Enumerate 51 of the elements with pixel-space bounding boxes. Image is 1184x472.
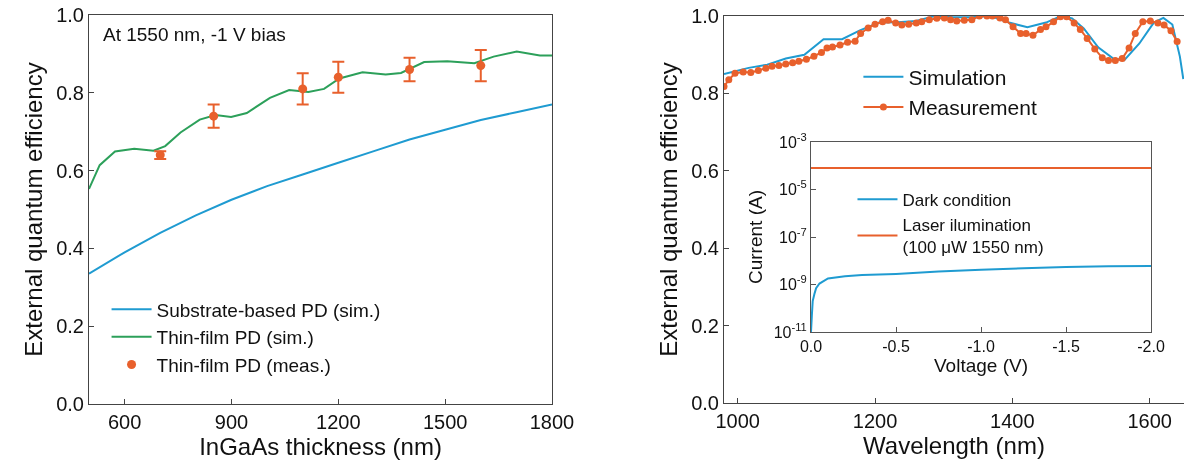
y-tick-label: 0.6 <box>56 159 84 182</box>
line-series <box>89 50 552 190</box>
x-tick-label: -1.5 <box>1052 338 1080 356</box>
y-tick-label: 0.0 <box>56 393 84 415</box>
x-tick-label: 1200 <box>316 411 361 433</box>
x-axis-title: Wavelength (nm) <box>863 432 1045 459</box>
x-tick-label: 0.0 <box>799 338 823 356</box>
x-tick-label: -1.0 <box>967 338 995 356</box>
y-tick-label: 0.6 <box>691 159 719 182</box>
x-tick-label: 1200 <box>852 410 898 432</box>
y-tick-label: 0.4 <box>56 237 84 260</box>
x-tick-label: 1400 <box>990 410 1035 432</box>
y-tick-label: 0.2 <box>691 314 719 337</box>
y-axis-title: External quantum efficiency <box>20 62 48 357</box>
x-axis-title: Voltage (V) <box>934 355 1028 377</box>
x-tick-label: -2.0 <box>1137 338 1165 356</box>
point <box>405 64 415 74</box>
line-series <box>811 265 1151 332</box>
x-tick-label: 600 <box>107 411 142 433</box>
y-tick-label: 10$^{-9}$ <box>779 273 807 294</box>
y-axis-title: Current (A) <box>744 190 766 284</box>
legend-label: Laser ilumination (100 μW 1550 nm) <box>902 216 1044 258</box>
y-tick-label: 0.8 <box>56 81 84 104</box>
legend-label: Thin-film PD (meas.) <box>156 354 331 376</box>
y-tick-label: 0.2 <box>56 315 84 338</box>
x-tick-label: 1500 <box>422 411 468 433</box>
y-axis-title: External quantum efficiency <box>655 62 683 357</box>
y-tick-label: 1.0 <box>56 4 84 26</box>
y-tick-label: 0.4 <box>691 237 719 260</box>
legend-label: Thin-film PD (sim.) <box>156 327 314 349</box>
y-tick-label: 10$^{-11}$ <box>773 320 807 341</box>
y-tick-label: 10$^{-7}$ <box>779 225 807 246</box>
x-tick-label: -0.5 <box>882 338 910 356</box>
point <box>209 111 219 121</box>
point <box>333 72 343 82</box>
legend-label: Dark condition <box>902 190 1012 210</box>
y-tick-label: 10$^{-3}$ <box>779 130 807 151</box>
x-tick-label: 900 <box>214 411 249 433</box>
point <box>476 61 486 71</box>
y-tick-label: 0.8 <box>691 82 719 105</box>
legend-label: Simulation <box>908 65 1007 89</box>
point <box>298 84 308 94</box>
y-tick-label: 1.0 <box>691 5 719 27</box>
legend-label: Measurement <box>908 96 1037 120</box>
legend-label: Substrate-based PD (sim.) <box>156 299 381 321</box>
x-tick-label: 1600 <box>1127 410 1172 432</box>
y-tick-label: 10$^{-5}$ <box>779 178 807 199</box>
line-series <box>89 103 552 275</box>
x-tick-label: 1800 <box>529 411 575 433</box>
annotation: At 1550 nm, -1 V bias <box>103 24 286 45</box>
x-axis-title: InGaAs thickness (nm) <box>199 433 442 460</box>
